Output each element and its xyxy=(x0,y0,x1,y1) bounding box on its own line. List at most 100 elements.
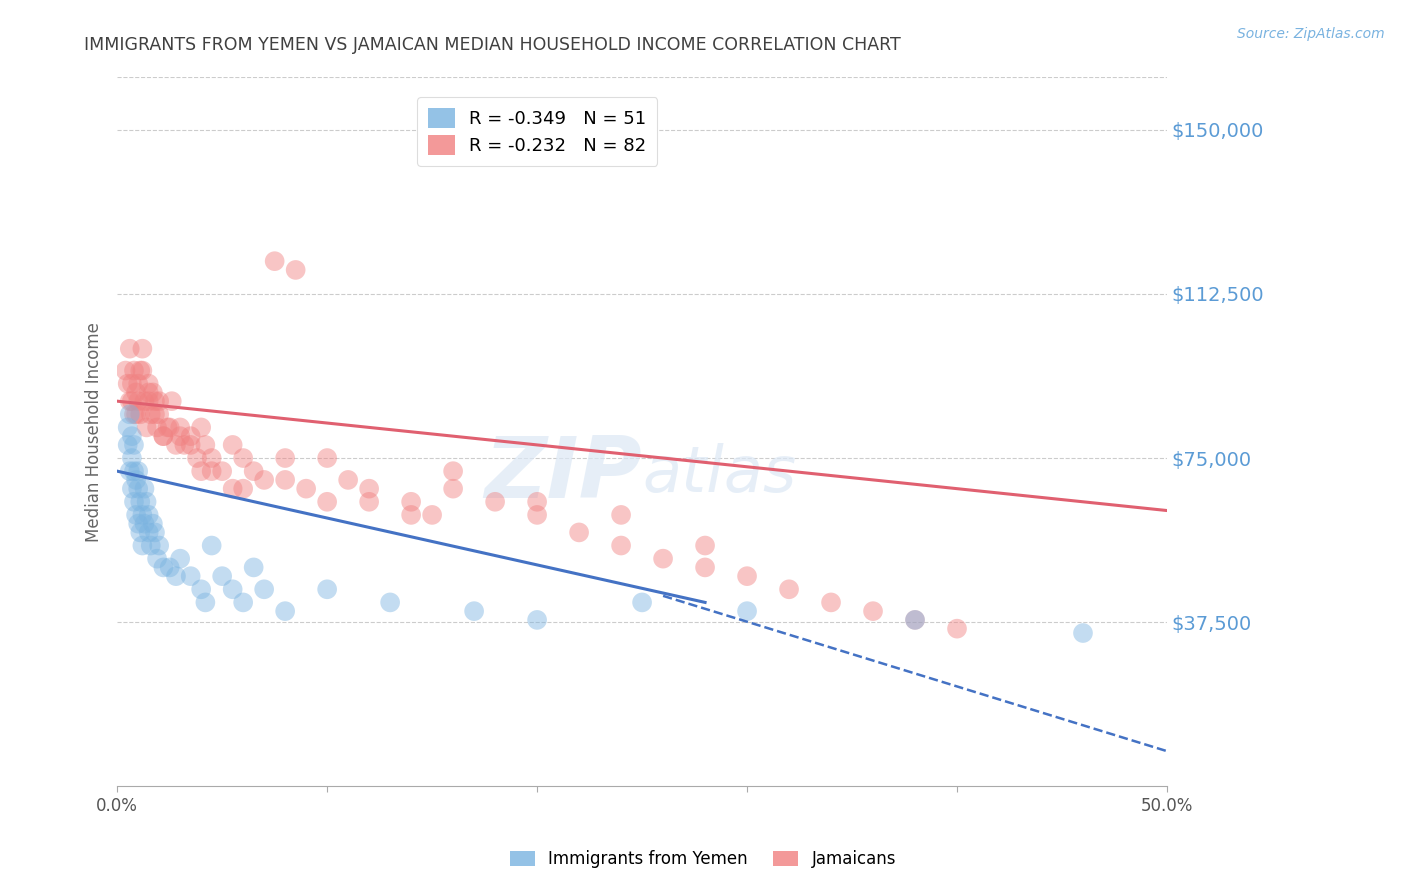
Point xyxy=(610,539,633,553)
Point xyxy=(201,539,224,553)
Point xyxy=(129,363,152,377)
Point xyxy=(1071,626,1094,640)
Point xyxy=(173,438,195,452)
Point xyxy=(359,482,381,496)
Point xyxy=(165,569,187,583)
Point xyxy=(735,569,758,583)
Point xyxy=(118,407,141,421)
Point xyxy=(190,582,212,597)
Point xyxy=(117,420,139,434)
Point xyxy=(693,560,716,574)
Point xyxy=(127,394,149,409)
Point xyxy=(152,560,174,574)
Point xyxy=(242,560,264,574)
Point xyxy=(121,482,143,496)
Point xyxy=(122,464,145,478)
Point xyxy=(134,516,156,531)
Point xyxy=(862,604,884,618)
Point xyxy=(131,363,153,377)
Point xyxy=(631,595,654,609)
Point xyxy=(652,551,675,566)
Point xyxy=(142,516,165,531)
Point xyxy=(316,582,339,597)
Point xyxy=(114,363,136,377)
Point xyxy=(201,464,224,478)
Point xyxy=(274,604,297,618)
Point xyxy=(441,464,464,478)
Point xyxy=(610,508,633,522)
Point xyxy=(194,438,217,452)
Point xyxy=(253,473,276,487)
Point xyxy=(159,560,181,574)
Point xyxy=(156,420,179,434)
Point xyxy=(194,595,217,609)
Point xyxy=(121,394,143,409)
Point xyxy=(180,429,202,443)
Point xyxy=(121,376,143,391)
Point xyxy=(127,464,149,478)
Point xyxy=(169,551,191,566)
Point xyxy=(125,473,148,487)
Point xyxy=(232,595,254,609)
Point xyxy=(359,495,381,509)
Point xyxy=(160,394,183,409)
Point xyxy=(526,495,548,509)
Point xyxy=(232,450,254,465)
Point xyxy=(118,342,141,356)
Text: ZIP: ZIP xyxy=(485,433,643,516)
Point xyxy=(693,539,716,553)
Point xyxy=(263,254,285,268)
Point xyxy=(152,429,174,443)
Point xyxy=(134,394,156,409)
Text: atlas: atlas xyxy=(643,443,796,505)
Point xyxy=(117,438,139,452)
Point xyxy=(526,508,548,522)
Point xyxy=(946,622,969,636)
Point xyxy=(139,539,162,553)
Point xyxy=(284,263,307,277)
Point xyxy=(253,582,276,597)
Point xyxy=(146,551,169,566)
Point xyxy=(165,438,187,452)
Point xyxy=(152,429,174,443)
Legend: Immigrants from Yemen, Jamaicans: Immigrants from Yemen, Jamaicans xyxy=(503,844,903,875)
Point xyxy=(211,569,233,583)
Point xyxy=(316,450,339,465)
Point xyxy=(131,539,153,553)
Point xyxy=(135,420,157,434)
Point xyxy=(232,482,254,496)
Point xyxy=(125,385,148,400)
Point xyxy=(118,464,141,478)
Point xyxy=(211,464,233,478)
Point xyxy=(138,508,160,522)
Point xyxy=(820,595,842,609)
Point xyxy=(378,595,401,609)
Point xyxy=(122,438,145,452)
Point xyxy=(129,495,152,509)
Legend: R = -0.349   N = 51, R = -0.232   N = 82: R = -0.349 N = 51, R = -0.232 N = 82 xyxy=(418,97,657,166)
Point xyxy=(148,407,170,421)
Text: IMMIGRANTS FROM YEMEN VS JAMAICAN MEDIAN HOUSEHOLD INCOME CORRELATION CHART: IMMIGRANTS FROM YEMEN VS JAMAICAN MEDIAN… xyxy=(84,36,901,54)
Point xyxy=(148,394,170,409)
Point xyxy=(143,407,166,421)
Point xyxy=(169,420,191,434)
Point xyxy=(221,438,243,452)
Point xyxy=(337,473,360,487)
Point xyxy=(295,482,318,496)
Point xyxy=(190,464,212,478)
Point xyxy=(125,508,148,522)
Point xyxy=(904,613,927,627)
Point xyxy=(735,604,758,618)
Point xyxy=(127,516,149,531)
Point xyxy=(484,495,506,509)
Point xyxy=(125,407,148,421)
Point xyxy=(201,450,224,465)
Point xyxy=(159,420,181,434)
Point xyxy=(122,363,145,377)
Point xyxy=(420,508,443,522)
Point xyxy=(138,394,160,409)
Point xyxy=(122,495,145,509)
Text: Source: ZipAtlas.com: Source: ZipAtlas.com xyxy=(1237,27,1385,41)
Point xyxy=(139,407,162,421)
Point xyxy=(399,508,422,522)
